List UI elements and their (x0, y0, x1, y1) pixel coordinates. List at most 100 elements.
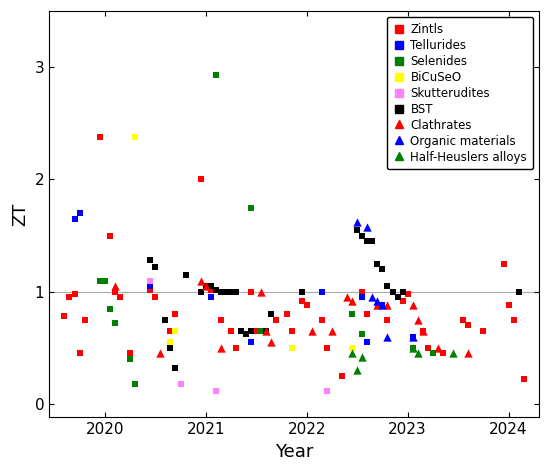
Zintls (519, 376, 528, 383)
Clathrates (196, 277, 205, 284)
Clathrates (348, 297, 356, 304)
Selenides (348, 311, 356, 318)
BST (227, 288, 235, 295)
Tellurides (378, 302, 387, 309)
Organic materials (363, 223, 372, 230)
Clathrates (257, 288, 266, 295)
Organic materials (373, 297, 382, 304)
BST (196, 288, 205, 295)
Clathrates (408, 302, 417, 309)
BST (393, 294, 402, 301)
Clathrates (111, 282, 119, 290)
BST (398, 288, 407, 295)
BST (171, 364, 180, 372)
Zintls (282, 311, 291, 318)
Zintls (95, 133, 104, 141)
Zintls (383, 316, 392, 324)
Half-Heuslers alloys (449, 350, 458, 357)
Half-Heuslers alloys (408, 344, 417, 352)
Zintls (232, 344, 240, 352)
BST (236, 327, 245, 335)
Zintls (272, 316, 281, 324)
Tellurides (247, 338, 256, 346)
BST (373, 260, 382, 268)
BST (368, 237, 377, 245)
BiCuSeO (166, 338, 175, 346)
Zintls (363, 311, 372, 318)
Zintls (267, 311, 276, 318)
Tellurides (146, 282, 155, 290)
Zintls (358, 288, 367, 295)
Y-axis label: ZT: ZT (11, 202, 29, 226)
Organic materials (378, 302, 387, 309)
Selenides (428, 350, 437, 357)
BST (217, 288, 226, 295)
BST (353, 226, 361, 234)
Selenides (211, 71, 220, 79)
Clathrates (414, 316, 422, 324)
BST (161, 316, 170, 324)
Selenides (358, 330, 367, 338)
BST (201, 282, 210, 290)
BST (151, 263, 160, 271)
Zintls (322, 344, 331, 352)
Half-Heuslers alloys (358, 353, 367, 361)
Clathrates (343, 294, 351, 301)
Clathrates (433, 344, 442, 352)
Clathrates (307, 327, 316, 335)
Skutterudites (176, 380, 185, 388)
Zintls (116, 294, 124, 301)
BST (146, 257, 155, 264)
Tellurides (196, 288, 205, 295)
Zintls (70, 290, 79, 298)
Clathrates (267, 338, 276, 346)
Zintls (504, 302, 513, 309)
Selenides (111, 320, 119, 327)
Zintls (479, 327, 488, 335)
Zintls (287, 327, 296, 335)
Tellurides (70, 215, 79, 223)
X-axis label: Year: Year (275, 443, 314, 461)
Selenides (106, 305, 114, 312)
Half-Heuslers alloys (348, 350, 356, 357)
BiCuSeO (131, 133, 140, 141)
Zintls (302, 302, 311, 309)
Zintls (398, 297, 407, 304)
Tellurides (75, 210, 84, 217)
Skutterudites (146, 277, 155, 284)
Selenides (131, 380, 140, 388)
Zintls (438, 350, 447, 357)
Half-Heuslers alloys (414, 350, 422, 357)
Clathrates (383, 302, 392, 309)
Zintls (146, 286, 155, 293)
Clathrates (373, 302, 382, 309)
Zintls (252, 327, 261, 335)
Organic materials (383, 333, 392, 340)
Selenides (257, 327, 266, 335)
BST (206, 282, 215, 290)
Clathrates (262, 327, 271, 335)
Zintls (65, 294, 74, 301)
Selenides (95, 277, 104, 284)
Skutterudites (211, 387, 220, 394)
Skutterudites (322, 387, 331, 394)
BST (222, 288, 230, 295)
Organic materials (408, 333, 417, 340)
Zintls (217, 316, 226, 324)
Zintls (80, 316, 89, 324)
BST (211, 286, 220, 293)
BST (383, 282, 392, 290)
Zintls (196, 176, 205, 183)
Zintls (499, 260, 508, 268)
Zintls (464, 321, 472, 329)
Selenides (101, 277, 109, 284)
Tellurides (358, 294, 367, 301)
Zintls (111, 288, 119, 295)
BST (262, 327, 271, 335)
BST (514, 288, 523, 295)
Selenides (408, 344, 417, 352)
Zintls (206, 286, 215, 293)
Tellurides (317, 288, 326, 295)
Clathrates (217, 344, 226, 352)
Clathrates (201, 282, 210, 290)
